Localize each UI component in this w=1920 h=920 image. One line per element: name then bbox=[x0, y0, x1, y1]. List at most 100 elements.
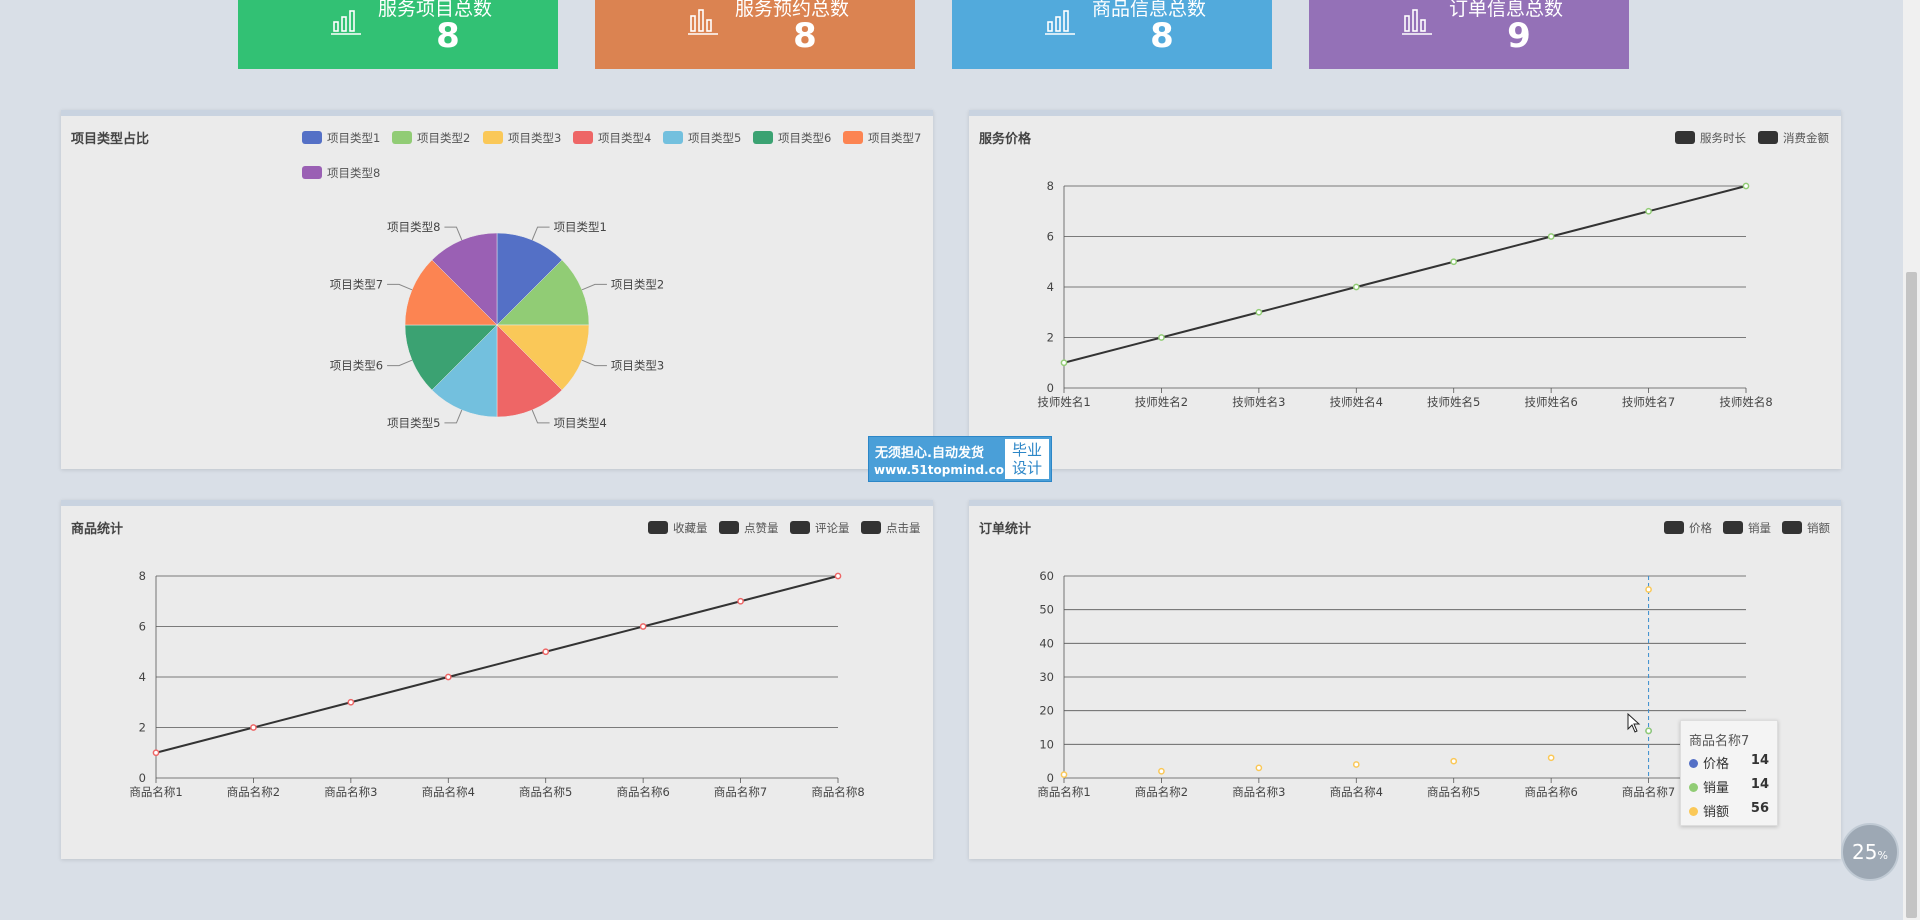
stat-card-appointments: 服务预约总数 8 bbox=[595, 0, 915, 69]
y-tick-label: 30 bbox=[1039, 670, 1054, 684]
data-point bbox=[1060, 771, 1068, 778]
bar-chart-icon bbox=[688, 9, 718, 35]
pie-label: 项目类型5 bbox=[387, 416, 440, 430]
data-point bbox=[1645, 207, 1652, 215]
tooltip-label: 价格 bbox=[1703, 757, 1730, 772]
badge-top: 毕业 bbox=[1011, 441, 1042, 459]
pie-label-line bbox=[444, 409, 463, 424]
data-point bbox=[1547, 233, 1555, 240]
legend-label: 项目类型6 bbox=[778, 131, 832, 145]
legend-swatch bbox=[483, 131, 503, 144]
legend-item[interactable]: 销量 bbox=[1723, 520, 1771, 536]
y-tick-label: 8 bbox=[139, 569, 146, 583]
y-tick-label: 6 bbox=[1047, 230, 1054, 244]
legend-swatch bbox=[573, 131, 593, 144]
legend-item[interactable]: 项目类型3 bbox=[483, 130, 561, 146]
legend-swatch bbox=[1782, 521, 1802, 534]
legend-item[interactable]: 消费金额 bbox=[1758, 130, 1829, 146]
legend-swatch bbox=[719, 521, 739, 534]
y-tick-label: 50 bbox=[1039, 603, 1054, 617]
progress-value: 25 bbox=[1852, 840, 1878, 864]
legend-item[interactable]: 项目类型1 bbox=[302, 130, 380, 146]
legend-swatch bbox=[1758, 131, 1778, 144]
pie-label-line bbox=[387, 283, 413, 291]
legend-item[interactable]: 项目类型5 bbox=[663, 130, 741, 146]
scrollbar-thumb[interactable] bbox=[1906, 272, 1917, 918]
legend-swatch bbox=[663, 131, 683, 144]
x-tick-label: 商品名称3 bbox=[324, 785, 377, 799]
legend-label: 收藏量 bbox=[673, 521, 708, 535]
x-tick-label: 技师姓名1 bbox=[1037, 395, 1090, 409]
legend-item[interactable]: 价格 bbox=[1664, 520, 1712, 536]
page-scrollbar[interactable] bbox=[1903, 0, 1920, 920]
stat-card-projects: 服务项目总数 8 bbox=[238, 0, 558, 69]
stat-card-goods: 商品信息总数 8 bbox=[952, 0, 1272, 69]
legend-item[interactable]: 项目类型7 bbox=[843, 130, 921, 146]
stat-card-orders: 订单信息总数 9 bbox=[1309, 0, 1629, 69]
goods-line-chart: 0 2 4 6 8 商品名称1 商品名称2 商品名称3 商品名称4 商品名称5 商品名称6 商品名称7… bbox=[129, 569, 864, 799]
legend-item[interactable]: 项目类型2 bbox=[392, 130, 470, 146]
pie-label: 项目类型2 bbox=[611, 277, 664, 291]
legend-label: 点击量 bbox=[886, 521, 921, 535]
watermark-banner[interactable]: 无须担心.自动发货 www.51topmind.com 毕业 设计 bbox=[868, 436, 1052, 482]
stat-value: 8 bbox=[436, 16, 460, 56]
x-tick-label: 技师姓名6 bbox=[1524, 395, 1577, 409]
legend-label: 消费金额 bbox=[1783, 131, 1829, 145]
legend-label: 销量 bbox=[1748, 521, 1771, 535]
legend-item[interactable]: 服务时长 bbox=[1675, 130, 1746, 146]
tooltip-row: 销量 14 bbox=[1689, 777, 1773, 797]
y-tick-label: 60 bbox=[1039, 569, 1054, 583]
data-point bbox=[1158, 334, 1165, 341]
series-dot bbox=[1689, 759, 1698, 768]
scroll-progress-badge[interactable]: 25% bbox=[1841, 823, 1899, 881]
x-tick-label: 技师姓名5 bbox=[1427, 395, 1480, 409]
panel-project-type-share: 项目类型占比 项目类型1 项目类型2 项目类型3 项目类型4 项目类型5 项目类… bbox=[61, 110, 933, 469]
data-point bbox=[1450, 258, 1458, 266]
pie-label-line bbox=[444, 226, 463, 241]
series-dot bbox=[1689, 783, 1698, 792]
legend-label: 项目类型4 bbox=[598, 131, 652, 145]
legend-item[interactable]: 销额 bbox=[1782, 520, 1830, 536]
x-tick-label: 商品名称2 bbox=[227, 785, 280, 799]
badge-bottom: 设计 bbox=[1011, 459, 1042, 477]
legend-item[interactable]: 项目类型6 bbox=[753, 130, 831, 146]
mouse-cursor-icon bbox=[1627, 713, 1641, 733]
x-tick-label: 商品名称5 bbox=[519, 785, 572, 799]
x-tick-label: 商品名称6 bbox=[1524, 785, 1577, 799]
data-point bbox=[834, 572, 842, 580]
legend-item[interactable]: 项目类型8 bbox=[302, 165, 380, 181]
x-tick-label: 商品名称4 bbox=[422, 785, 475, 799]
legend-item[interactable]: 项目类型4 bbox=[573, 130, 651, 146]
legend-item[interactable]: 点击量 bbox=[861, 520, 921, 536]
x-tick-label: 商品名称8 bbox=[811, 785, 864, 799]
legend-swatch bbox=[648, 521, 668, 534]
legend-item[interactable]: 收藏量 bbox=[648, 520, 708, 536]
bar-chart-icon bbox=[1402, 9, 1432, 35]
pie-label: 项目类型4 bbox=[554, 416, 607, 430]
stat-label: 商品信息总数 bbox=[1092, 0, 1207, 20]
x-tick-label: 技师姓名3 bbox=[1232, 395, 1285, 409]
data-point bbox=[1158, 767, 1165, 775]
legend-swatch bbox=[843, 131, 863, 144]
y-tick-label: 10 bbox=[1039, 737, 1054, 751]
data-point bbox=[250, 724, 257, 731]
service-legend: 服务时长 消费金额 bbox=[969, 116, 1841, 156]
watermark-url: www.51topmind.com bbox=[874, 463, 1017, 477]
data-point bbox=[1255, 308, 1263, 316]
y-tick-label: 2 bbox=[1047, 331, 1054, 345]
tooltip-row: 价格 14 bbox=[1689, 753, 1773, 773]
legend-item[interactable]: 评论量 bbox=[790, 520, 850, 536]
data-point bbox=[639, 623, 647, 630]
data-point bbox=[1547, 754, 1555, 762]
legend-label: 价格 bbox=[1689, 521, 1712, 535]
data-point bbox=[737, 597, 744, 605]
data-point bbox=[1255, 764, 1263, 772]
y-tick-label: 0 bbox=[1047, 771, 1054, 785]
stat-value: 8 bbox=[793, 16, 817, 56]
pie-label-line bbox=[581, 283, 607, 291]
legend-item[interactable]: 点赞量 bbox=[719, 520, 779, 536]
tooltip-row: 销额 56 bbox=[1689, 801, 1773, 821]
panel-title: 服务价格 bbox=[979, 132, 1032, 147]
data-point bbox=[444, 673, 452, 681]
y-tick-label: 40 bbox=[1039, 636, 1054, 650]
